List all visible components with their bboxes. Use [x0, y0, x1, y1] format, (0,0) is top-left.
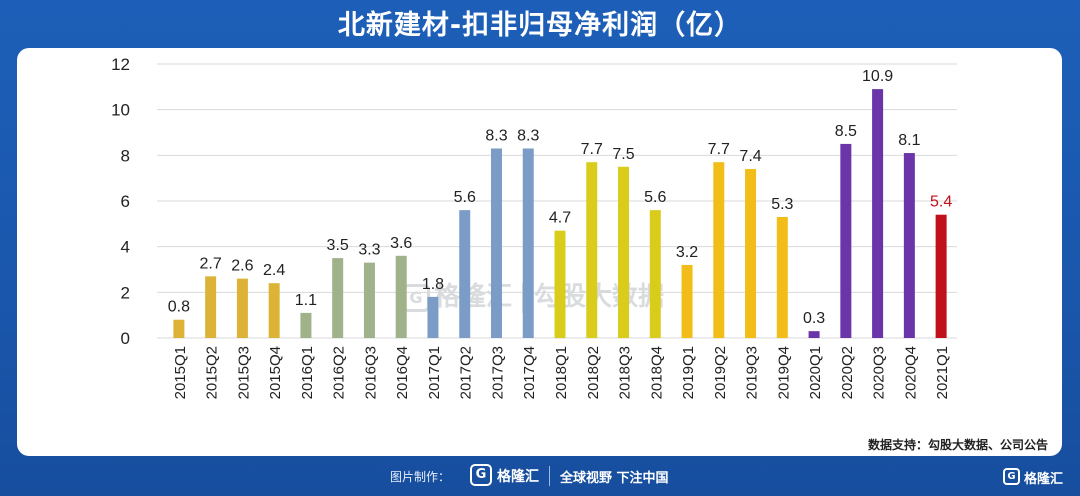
bar: [681, 264, 693, 338]
x-tick-label: 2015Q1: [172, 346, 189, 399]
y-tick-label: 12: [111, 55, 130, 74]
bar: [395, 255, 407, 338]
x-tick-label: 2018Q2: [585, 346, 602, 399]
x-tick-label: 2020Q4: [902, 346, 919, 399]
footer: 图片制作： G 格隆汇 全球视野 下注中国 G 格隆汇: [0, 458, 1080, 496]
gelonghui-logo-icon: G: [470, 464, 492, 486]
x-tick-label: 2017Q4: [521, 346, 538, 399]
bar: [649, 210, 661, 338]
bar: [903, 153, 915, 338]
corner-brand: 格隆汇: [1024, 472, 1064, 487]
data-label: 7.4: [739, 148, 761, 165]
bar: [363, 262, 375, 338]
data-label: 7.7: [581, 141, 603, 158]
data-label: 3.3: [358, 242, 380, 259]
data-label: 5.6: [644, 189, 666, 206]
data-label: 7.7: [708, 141, 730, 158]
data-label: 2.6: [231, 258, 253, 275]
data-label: 2.7: [200, 255, 222, 272]
x-tick-label: 2018Q4: [648, 346, 665, 399]
data-label: 1.8: [422, 276, 444, 293]
x-tick-label: 2019Q4: [775, 346, 792, 399]
bar: [522, 148, 534, 338]
x-tick-label: 2020Q3: [871, 346, 888, 399]
x-tick-label: 2020Q2: [839, 346, 856, 399]
x-tick-label: 2015Q3: [235, 346, 252, 399]
data-label: 1.1: [295, 292, 317, 309]
x-tick-label: 2018Q1: [553, 346, 570, 399]
data-label: 5.3: [771, 196, 793, 213]
bar: [236, 278, 248, 338]
y-tick-label: 8: [121, 146, 130, 165]
data-label: 7.5: [612, 146, 634, 163]
data-label: 10.9: [862, 68, 893, 85]
data-label: 8.3: [485, 127, 507, 144]
bar: [935, 214, 947, 338]
x-tick-label: 2019Q3: [744, 346, 761, 399]
x-tick-label: 2016Q4: [394, 346, 411, 399]
data-label: 0.3: [803, 310, 825, 327]
x-tick-label: 2017Q2: [458, 346, 475, 399]
bar: [872, 89, 884, 338]
data-label: 2.4: [263, 262, 285, 279]
bar: [459, 210, 471, 338]
bar: [490, 148, 502, 338]
y-tick-label: 4: [121, 238, 130, 257]
page-title: 北新建材-扣非归母净利润（亿）: [337, 10, 743, 41]
bar: [618, 166, 630, 338]
bar: [554, 230, 566, 338]
source-note: 数据支持：勾股大数据、公司公告: [867, 438, 1048, 452]
data-label: 5.6: [454, 189, 476, 206]
bar: [840, 143, 852, 338]
x-tick-label: 2017Q1: [426, 346, 443, 399]
y-tick-label: 2: [121, 283, 130, 302]
data-label: 8.3: [517, 127, 539, 144]
bar: [745, 169, 757, 338]
footer-made-by: 图片制作：: [390, 470, 451, 484]
bar: [205, 276, 217, 338]
bar: [713, 162, 725, 338]
chart-panel: G 格隆汇 勾股大数据 0 2 4 6 8 10 12 0.8 2015Q1 2.7 2015Q2 2.6…: [17, 48, 1062, 456]
x-tick-label: 2017Q3: [489, 346, 506, 399]
y-tick-label: 0: [121, 329, 130, 348]
x-tick-label: 2016Q2: [331, 346, 348, 399]
x-tick-label: 2016Q1: [299, 346, 316, 399]
data-label: 0.8: [168, 299, 190, 316]
bar: [776, 216, 788, 338]
bar-chart: 0 2 4 6 8 10 12 0.8 2015Q1 2.7 2015Q2 2.6 2015Q3 2.4 2…: [111, 55, 957, 399]
bar: [300, 312, 312, 338]
data-label: 4.7: [549, 210, 571, 227]
x-tick-label: 2019Q1: [680, 346, 697, 399]
x-tick-label: 2015Q4: [267, 346, 284, 399]
corner-logo-icon: G: [1003, 468, 1020, 485]
data-label: 8.5: [835, 123, 857, 140]
y-tick-label: 10: [111, 101, 130, 120]
bar: [332, 258, 344, 338]
x-tick-label: 2016Q3: [362, 346, 379, 399]
data-label: 8.1: [898, 132, 920, 149]
bar: [173, 319, 185, 338]
data-label: 3.5: [327, 237, 349, 254]
data-label: 3.6: [390, 235, 412, 252]
data-label: 3.2: [676, 244, 698, 261]
x-tick-label: 2015Q2: [204, 346, 221, 399]
bar: [427, 296, 439, 338]
data-label: 5.4: [930, 194, 952, 211]
bar: [586, 162, 598, 338]
x-tick-label: 2019Q2: [712, 346, 729, 399]
footer-divider: [549, 466, 550, 486]
x-tick-label: 2020Q1: [807, 346, 824, 399]
footer-slogan: 全球视野 下注中国: [560, 471, 669, 486]
x-tick-label: 2018Q3: [617, 346, 634, 399]
footer-brand: 格隆汇: [497, 469, 539, 485]
x-tick-label: 2021Q1: [934, 346, 951, 399]
y-tick-label: 6: [121, 192, 130, 211]
bar: [268, 283, 280, 338]
bar: [808, 331, 820, 338]
